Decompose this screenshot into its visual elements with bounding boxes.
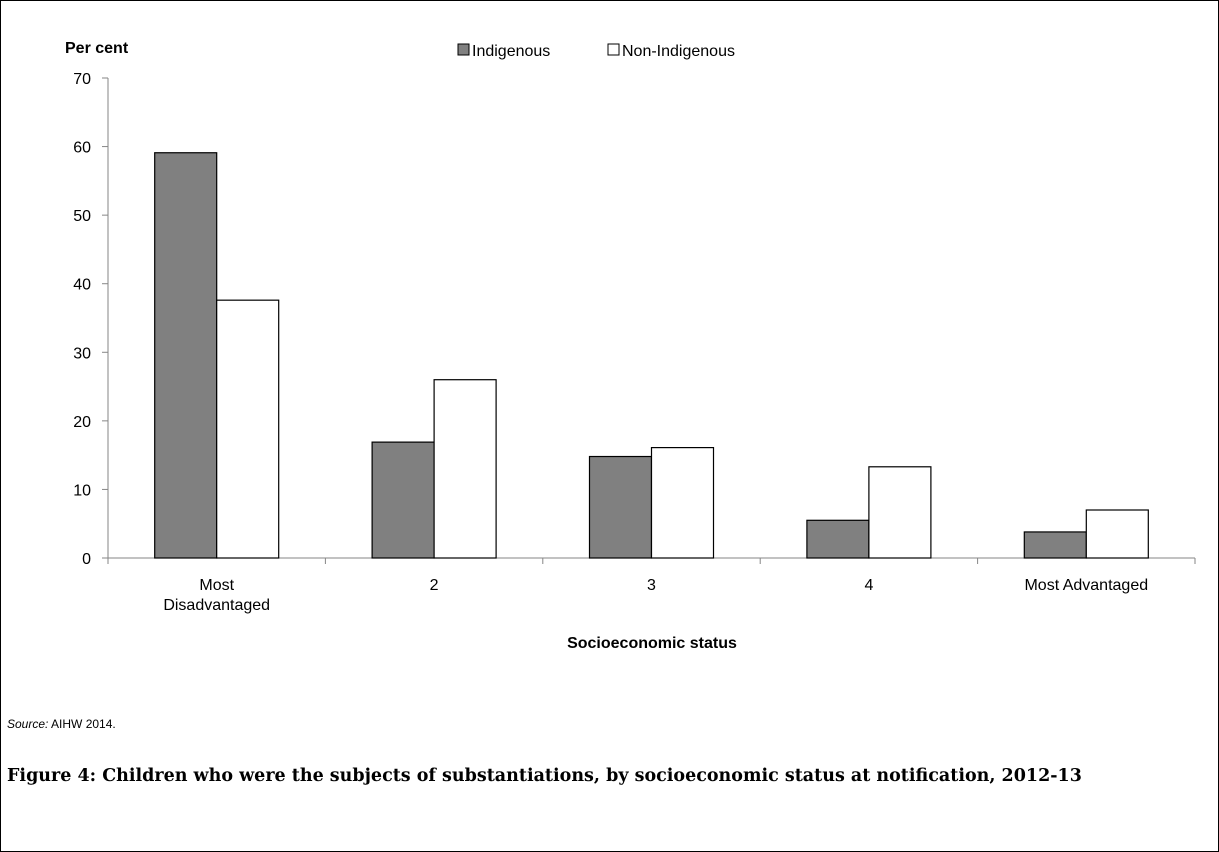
bar-non-indigenous [433, 379, 497, 559]
y-tick-label: 30 [73, 345, 91, 362]
y-axis-label: Per cent [65, 40, 129, 57]
y-tick-label: 0 [82, 551, 91, 568]
x-tick-label: Most [199, 577, 234, 594]
bar-non-indigenous [1085, 509, 1149, 559]
x-tick-label: 4 [864, 577, 873, 594]
y-tick-label: 40 [73, 277, 91, 294]
source-label: Source: [7, 717, 49, 731]
bar-indigenous [371, 441, 435, 559]
x-tick-label: Most Advantaged [1024, 577, 1148, 594]
x-tick-label: 3 [647, 577, 656, 594]
x-axis-label: Socioeconomic status [567, 635, 737, 652]
y-tick-label: 60 [73, 140, 91, 157]
y-tick-label: 20 [73, 414, 91, 431]
legend-label-non-indigenous: Non-Indigenous [622, 43, 735, 60]
bar-indigenous [588, 455, 653, 559]
y-axis: 0 10 20 30 40 50 60 70 [73, 71, 109, 568]
bar-indigenous [806, 519, 870, 559]
bar-non-indigenous [868, 466, 932, 559]
legend: Indigenous Non-Indigenous [457, 43, 735, 60]
legend-label-indigenous: Indigenous [472, 43, 550, 60]
y-tick-label: 50 [73, 208, 91, 225]
figure-caption: Figure 4: Children who were the subjects… [7, 766, 1082, 786]
source-text: AIHW 2014. [51, 717, 116, 731]
bar-indigenous [154, 152, 218, 559]
x-tick-label: 2 [430, 577, 439, 594]
legend-swatch-non-indigenous [607, 43, 620, 56]
bar-non-indigenous [216, 299, 280, 559]
bars [154, 152, 1149, 559]
legend-swatch-indigenous [457, 43, 470, 56]
bar-indigenous [1023, 531, 1087, 559]
y-tick-label: 70 [73, 71, 91, 88]
source-note: Source: AIHW 2014. [7, 717, 116, 731]
x-axis: Most Disadvantaged 2 3 4 Most Advantaged [107, 557, 1196, 614]
bar-non-indigenous [650, 447, 715, 559]
y-tick-label: 10 [73, 482, 91, 499]
x-tick-label: Disadvantaged [163, 597, 270, 614]
